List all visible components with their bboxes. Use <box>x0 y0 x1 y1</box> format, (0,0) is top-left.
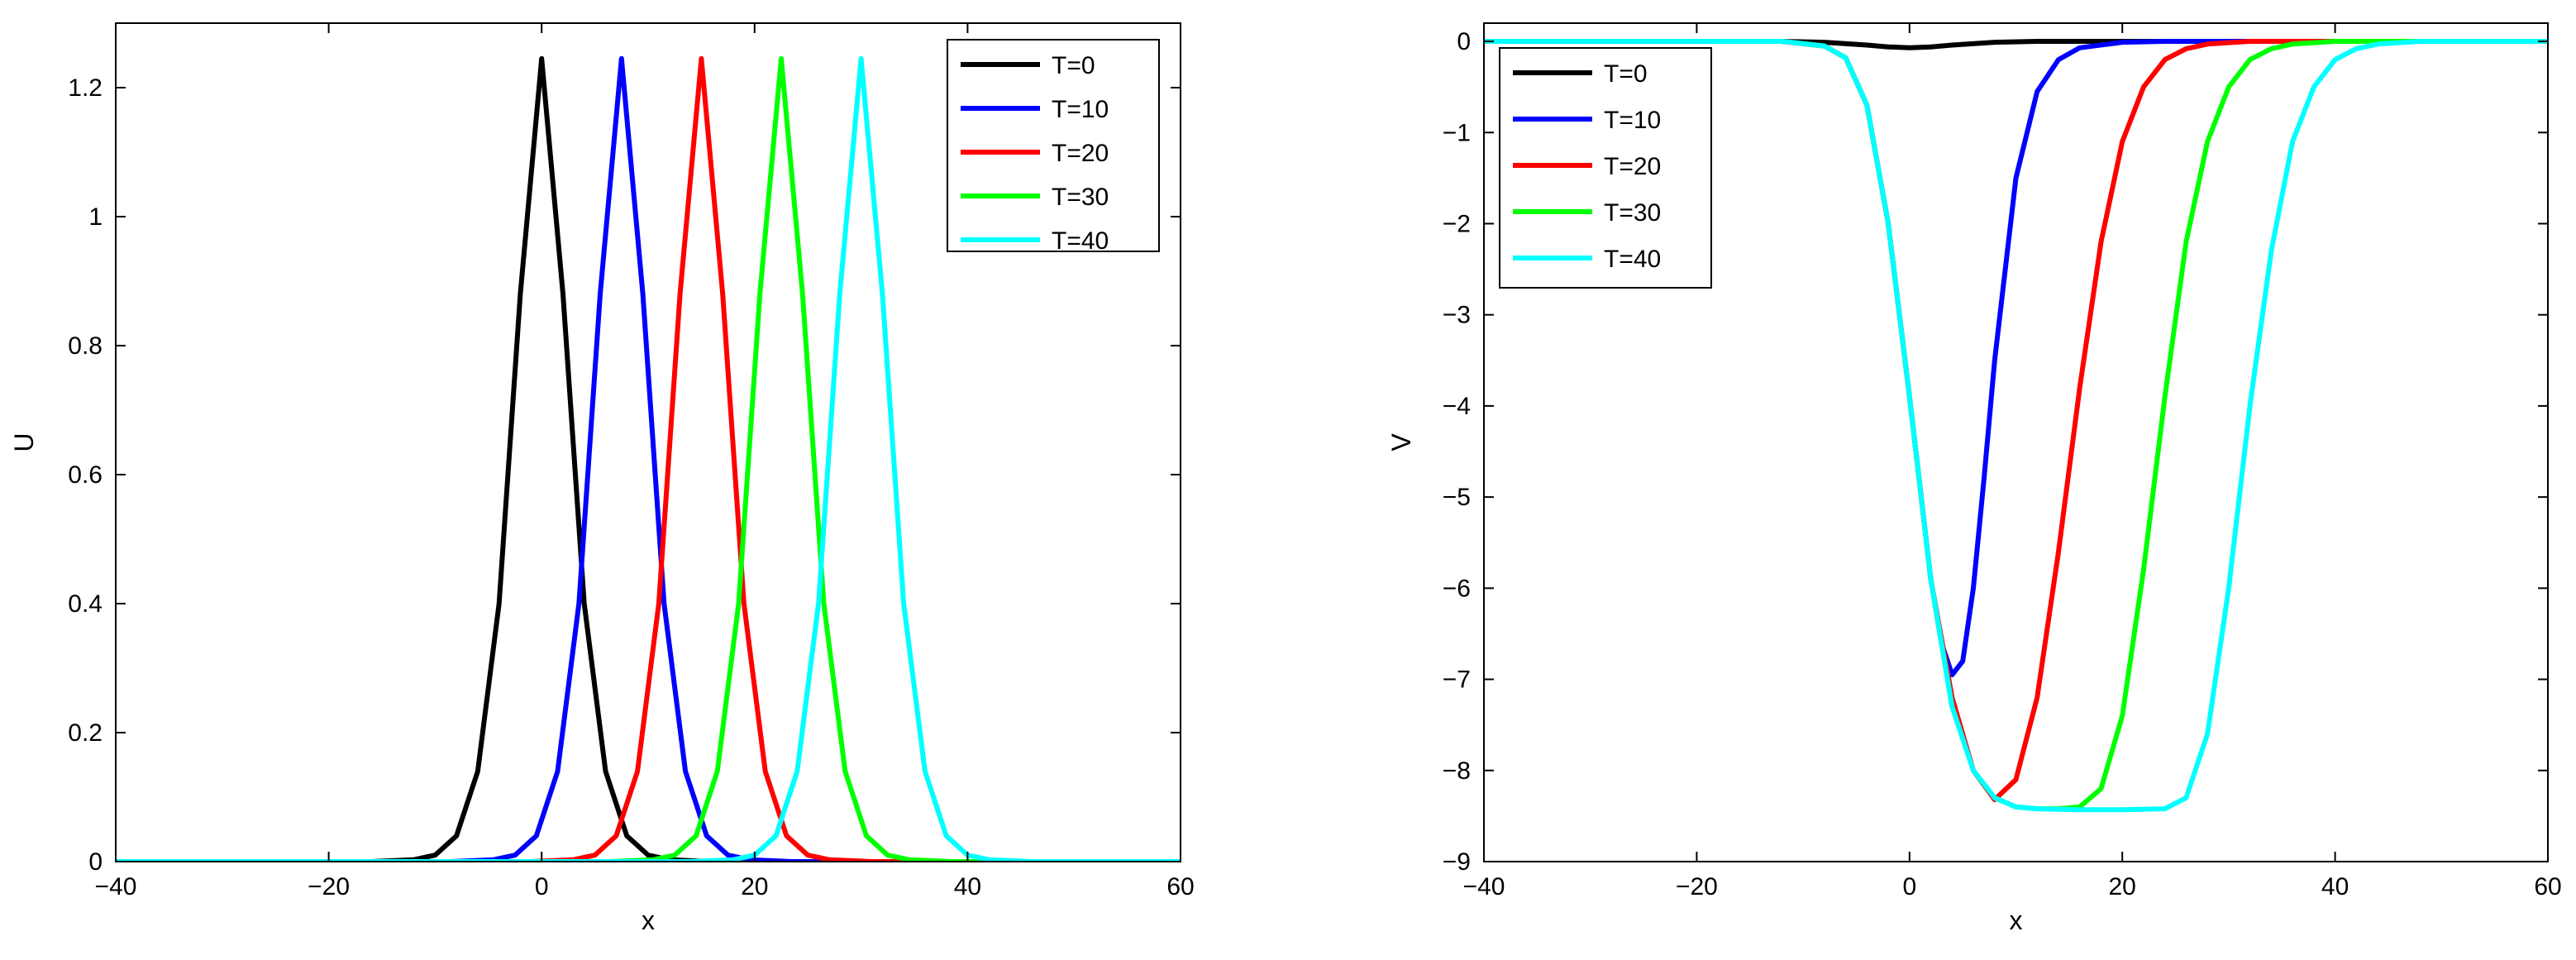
y-tick-label: −3 <box>1443 302 1471 329</box>
y-tick-label: 0.6 <box>68 461 103 489</box>
y-tick-label: −7 <box>1443 666 1471 694</box>
y-tick-label: −6 <box>1443 575 1471 602</box>
y-tick-label: 0 <box>88 848 103 876</box>
legend-label: T=20 <box>1052 140 1109 167</box>
y-tick-label: 0.2 <box>68 719 103 747</box>
legend-label: T=40 <box>1052 227 1109 255</box>
y-tick-label: 1.2 <box>68 74 103 102</box>
x-tick-label: 40 <box>954 873 981 900</box>
series-group <box>1484 39 2548 813</box>
y-axis-label: V <box>1386 433 1416 451</box>
series-line-T=10 <box>116 55 1181 862</box>
series-line-T=40 <box>1484 39 2548 813</box>
x-tick-label: 60 <box>2534 873 2561 900</box>
y-tick-label: −2 <box>1443 210 1471 237</box>
x-tick-label: −20 <box>1676 873 1718 900</box>
x-axis-label: x <box>2010 905 2023 935</box>
legend-label: T=40 <box>1604 246 1661 273</box>
series-line-T=0 <box>116 55 1181 862</box>
legend-label: T=20 <box>1604 153 1661 180</box>
x-axis-label: x <box>642 905 655 935</box>
y-tick-label: −8 <box>1443 757 1471 785</box>
x-tick-label: −40 <box>1463 873 1505 900</box>
legend-label: T=0 <box>1052 52 1095 79</box>
x-tick-label: 0 <box>1902 873 1916 900</box>
legend: T=0 T=10 T=20 T=30 T=40 <box>947 39 1160 255</box>
y-tick-label: −9 <box>1443 848 1471 876</box>
legend: T=0 T=10 T=20 T=30 T=40 <box>1499 47 1712 289</box>
chart-1: −40 −20 0 20 40 6000.20.40.60.811.2xUT=0T=10T… <box>9 22 1195 935</box>
axes-frame <box>115 22 1181 862</box>
x-tick-label: −20 <box>308 873 350 900</box>
series-line-T=40 <box>116 55 1181 862</box>
y-tick-label: 0 <box>1457 28 1471 55</box>
y-axis-label: U <box>9 432 39 451</box>
y-tick-label: 1 <box>88 203 103 231</box>
legend-box <box>947 39 1160 252</box>
axes-frame <box>1483 22 2549 862</box>
legend-label: T=10 <box>1604 107 1661 134</box>
x-tick-label: 60 <box>1166 873 1194 900</box>
series-group <box>116 55 1181 862</box>
x-tick-label: 40 <box>2321 873 2349 900</box>
x-tick-label: 20 <box>2109 873 2136 900</box>
legend-label: T=10 <box>1052 96 1109 123</box>
x-tick-label: 0 <box>535 873 549 900</box>
y-tick-label: −1 <box>1443 119 1471 146</box>
legend-label: T=0 <box>1604 60 1648 88</box>
x-tick-label: 20 <box>741 873 768 900</box>
y-tick-label: 0.8 <box>68 332 103 360</box>
y-tick-label: −4 <box>1443 393 1471 420</box>
y-tick-label: 0.4 <box>68 590 103 618</box>
legend-label: T=30 <box>1052 184 1109 211</box>
legend-label: T=30 <box>1604 199 1661 227</box>
x-tick-label: −40 <box>95 873 137 900</box>
series-line-T=30 <box>116 55 1181 862</box>
chart-2: −40 −20 0 20 40 60 0 −1 −2 −3 −4 −5 −6 −7 −8 −9 x V T=0 T=1… <box>1386 22 2562 935</box>
series-line-T=20 <box>116 55 1181 862</box>
y-tick-label: −5 <box>1443 484 1471 511</box>
